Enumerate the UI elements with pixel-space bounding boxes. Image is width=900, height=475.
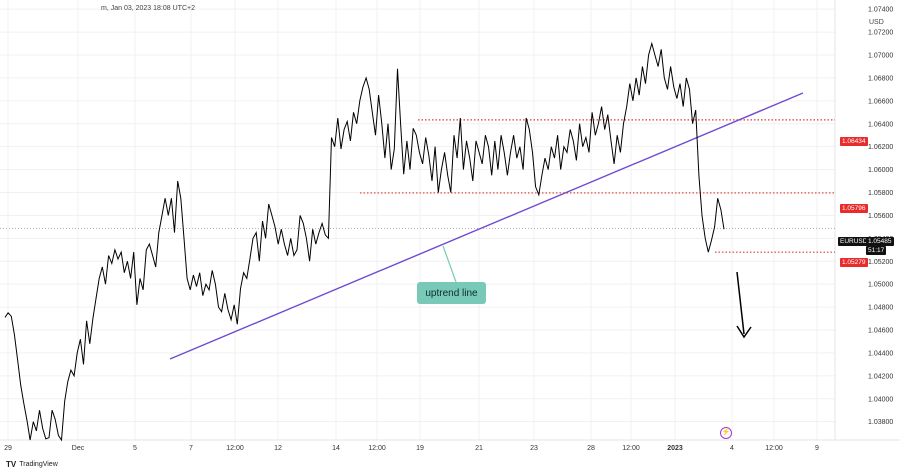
y-tick-label: 1.04000 bbox=[868, 396, 893, 403]
y-tick-label: 1.06400 bbox=[868, 121, 893, 128]
x-tick-label: 12:00 bbox=[622, 445, 640, 452]
level-label-2: 1.05796 bbox=[840, 204, 868, 213]
y-tick-label: 1.05600 bbox=[868, 213, 893, 220]
y-tick-label: 1.06600 bbox=[868, 98, 893, 105]
y-tick-label: 1.07200 bbox=[868, 30, 893, 37]
callout-pointer bbox=[442, 245, 457, 283]
symbol-label: EURUSD bbox=[838, 237, 870, 246]
x-tick-label: 12:00 bbox=[226, 445, 244, 452]
lightning-icon[interactable]: ⚡ bbox=[720, 427, 732, 439]
y-tick-label: 1.06800 bbox=[868, 75, 893, 82]
price-series-line[interactable] bbox=[4, 41, 725, 442]
x-tick-label: 2023 bbox=[667, 445, 683, 452]
x-tick-label: 7 bbox=[189, 445, 193, 452]
brand-name: TradingView bbox=[19, 461, 58, 468]
y-tick-label: 1.07400 bbox=[868, 7, 893, 14]
x-tick-label: 21 bbox=[475, 445, 483, 452]
x-tick-label: Dec bbox=[72, 445, 85, 452]
x-tick-label: 12 bbox=[274, 445, 282, 452]
x-tick-label: 14 bbox=[332, 445, 340, 452]
uptrend-line[interactable] bbox=[169, 92, 804, 360]
x-tick-label: 9 bbox=[815, 445, 819, 452]
price-axis-ticks: 1.07400 1.07200 1.07000 1.06800 1.06600 1.064… bbox=[868, 7, 893, 426]
x-tick-label: 19 bbox=[416, 445, 424, 452]
trendline-callout: uptrend line bbox=[417, 282, 486, 304]
grid-layer bbox=[0, 0, 835, 440]
y-tick-label: 1.07000 bbox=[868, 53, 893, 60]
y-tick-label: 1.05800 bbox=[868, 190, 893, 197]
y-tick-label: 1.05200 bbox=[868, 259, 893, 266]
time-axis-ticks: 29 Dec 5 7 12:00 12 14 12:00 19 21 23 28 12:00 2023 4 1… bbox=[4, 445, 819, 452]
y-tick-label: 1.05000 bbox=[868, 282, 893, 289]
x-tick-label: 23 bbox=[530, 445, 538, 452]
y-tick-label: 1.03800 bbox=[868, 419, 893, 426]
level-label-1: 1.06434 bbox=[840, 137, 868, 146]
countdown-label: 51:17 bbox=[866, 246, 887, 255]
y-tick-label: 1.06000 bbox=[868, 167, 893, 174]
x-tick-label: 12:00 bbox=[765, 445, 783, 452]
x-tick-label: 5 bbox=[133, 445, 137, 452]
y-tick-label: 1.04400 bbox=[868, 350, 893, 357]
level-label-3: 1.05279 bbox=[840, 258, 868, 267]
x-tick-label: 29 bbox=[4, 445, 12, 452]
branding: TV TradingView bbox=[6, 460, 58, 469]
chart-header-info: m, Jan 03, 2023 18:08 UTC+2 bbox=[101, 5, 195, 12]
x-tick-label: 12:00 bbox=[368, 445, 386, 452]
forecast-arrow bbox=[736, 271, 752, 339]
y-tick-label: 1.04200 bbox=[868, 373, 893, 380]
currency-label: USD bbox=[869, 19, 884, 26]
tradingview-logo-icon: TV bbox=[6, 460, 17, 469]
x-tick-label: 4 bbox=[730, 445, 734, 452]
current-price-label: 1.05485 bbox=[866, 237, 894, 246]
x-tick-label: 28 bbox=[587, 445, 595, 452]
y-tick-label: 1.04600 bbox=[868, 328, 893, 335]
y-tick-label: 1.04800 bbox=[868, 305, 893, 312]
horizontal-levels bbox=[0, 119, 835, 253]
y-tick-label: 1.06200 bbox=[868, 144, 893, 151]
